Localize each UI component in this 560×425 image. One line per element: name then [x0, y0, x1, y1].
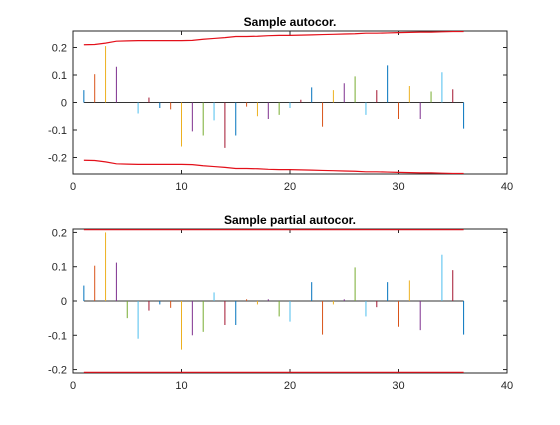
chart-panel-1: Sample autocor. 0 10 20 30 40 -0.2 -0.1 0 0.1 0.2 [48, 15, 513, 193]
x-tick-label: 30 [392, 380, 404, 392]
y-tick-label: -0.2 [48, 153, 67, 165]
chart-title: Sample partial autocor. [224, 213, 356, 227]
x-tick-label: 40 [501, 181, 513, 193]
y-tick-label: -0.1 [48, 330, 67, 342]
x-tick-label: 20 [284, 380, 296, 392]
chart-title: Sample autocor. [244, 15, 337, 29]
lower-bound-line [83, 159, 464, 175]
x-tick-label: 20 [284, 181, 296, 193]
y-tick-label: 0 [61, 296, 67, 308]
y-tick-label: 0.1 [52, 262, 67, 274]
x-tick-label: 10 [175, 380, 187, 392]
y-tick-label: -0.2 [48, 365, 67, 377]
x-tick-label: 40 [501, 380, 513, 392]
y-tick-label: 0 [61, 98, 67, 110]
x-tick-label: 0 [70, 181, 76, 193]
x-tick-label: 10 [175, 181, 187, 193]
y-tick-label: -0.1 [48, 125, 67, 137]
y-tick-label: 0.2 [52, 227, 67, 239]
x-tick-label: 0 [70, 380, 76, 392]
chart-panel-2: Sample partial autocor. 0 10 20 30 40 -0.2 -0.1… [48, 213, 513, 392]
y-tick-label: 0.2 [52, 43, 67, 55]
upper-bound-line [83, 30, 464, 46]
y-tick-label: 0.1 [52, 70, 67, 82]
x-tick-label: 30 [392, 181, 404, 193]
